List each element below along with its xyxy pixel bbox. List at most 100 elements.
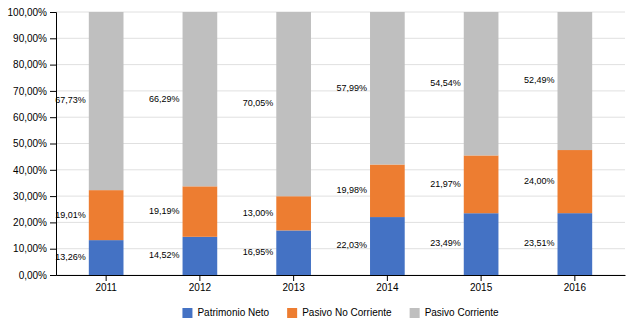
grid-line bbox=[56, 196, 625, 197]
legend-label: Pasivo No Corriente bbox=[302, 307, 392, 318]
x-tick-mark bbox=[387, 275, 388, 281]
y-tick: 40,00% bbox=[13, 165, 56, 176]
legend-swatch bbox=[287, 308, 297, 318]
y-tick-label: 70,00% bbox=[13, 86, 47, 97]
data-labels: 13,26%14,52%16,95%22,03%23,49%23,51%19,0… bbox=[55, 75, 554, 262]
y-tick-mark bbox=[50, 65, 56, 66]
data-label: 52,49% bbox=[524, 75, 555, 85]
bar bbox=[276, 196, 311, 230]
y-tick-mark bbox=[50, 12, 56, 13]
legend-item: Pasivo Corriente bbox=[410, 307, 499, 318]
x-tick: 2012 bbox=[189, 275, 212, 293]
data-label: 19,01% bbox=[55, 210, 86, 220]
bar bbox=[558, 150, 593, 213]
x-axis-line bbox=[57, 275, 626, 276]
x-tick-mark bbox=[481, 275, 482, 281]
grid-line bbox=[56, 143, 625, 144]
bar bbox=[558, 12, 593, 150]
bar bbox=[370, 217, 405, 275]
x-tick-mark bbox=[574, 275, 575, 281]
grid-line bbox=[56, 275, 625, 276]
y-tick-label: 50,00% bbox=[13, 138, 47, 149]
bar bbox=[276, 12, 311, 196]
bar bbox=[464, 155, 499, 213]
y-tick-mark bbox=[50, 91, 56, 92]
y-axis: 0,00%10,00%20,00%30,00%40,00%50,00%60,00… bbox=[8, 7, 57, 281]
grid bbox=[56, 12, 625, 275]
bar bbox=[183, 12, 218, 186]
data-label: 19,98% bbox=[336, 185, 367, 195]
bar bbox=[89, 190, 124, 240]
data-label: 13,26% bbox=[55, 252, 86, 262]
y-tick: 10,00% bbox=[13, 243, 56, 254]
bar bbox=[183, 237, 218, 275]
y-tick-label: 30,00% bbox=[13, 191, 47, 202]
y-tick: 70,00% bbox=[13, 86, 56, 97]
data-label: 24,00% bbox=[524, 176, 555, 186]
bar bbox=[89, 12, 124, 190]
y-tick-label: 60,00% bbox=[13, 112, 47, 123]
legend-item: Patrimonio Neto bbox=[182, 307, 269, 318]
grid-line bbox=[56, 169, 625, 170]
x-tick-mark bbox=[106, 275, 107, 281]
x-tick: 2013 bbox=[283, 275, 306, 293]
y-tick-label: 80,00% bbox=[13, 59, 47, 70]
x-tick-label: 2014 bbox=[376, 282, 399, 293]
y-tick-label: 20,00% bbox=[13, 217, 47, 228]
legend-item: Pasivo No Corriente bbox=[287, 307, 392, 318]
y-tick-mark bbox=[50, 170, 56, 171]
data-label: 19,19% bbox=[149, 206, 180, 216]
grid-line bbox=[56, 12, 625, 13]
data-label: 21,97% bbox=[430, 179, 461, 189]
y-tick-mark bbox=[50, 249, 56, 250]
x-tick-label: 2011 bbox=[95, 282, 117, 293]
x-tick: 2014 bbox=[376, 275, 399, 293]
data-label: 13,00% bbox=[243, 208, 274, 218]
x-tick: 2011 bbox=[95, 275, 117, 293]
series bbox=[89, 213, 592, 275]
grid-line bbox=[56, 38, 625, 39]
x-axis: 2011 2012 2013 2014 2015 2016 bbox=[57, 275, 626, 293]
legend-swatch bbox=[182, 308, 192, 318]
x-tick-label: 2015 bbox=[470, 282, 493, 293]
chart: 0,00%10,00%20,00%30,00%40,00%50,00%60,00… bbox=[0, 0, 639, 327]
legend-label: Patrimonio Neto bbox=[197, 307, 269, 318]
y-tick: 20,00% bbox=[13, 217, 56, 228]
y-tick-mark bbox=[50, 275, 56, 276]
y-tick: 90,00% bbox=[13, 33, 56, 44]
y-tick: 50,00% bbox=[13, 138, 56, 149]
bar bbox=[370, 165, 405, 218]
bar bbox=[464, 213, 499, 275]
x-tick-mark bbox=[293, 275, 294, 281]
legend-label: Pasivo Corriente bbox=[425, 307, 499, 318]
series bbox=[89, 12, 592, 196]
bar bbox=[89, 240, 124, 275]
data-label: 22,03% bbox=[336, 240, 367, 250]
y-tick: 100,00% bbox=[8, 7, 56, 18]
y-tick-label: 40,00% bbox=[13, 165, 47, 176]
bars bbox=[89, 12, 592, 275]
x-tick: 2016 bbox=[564, 275, 587, 293]
bar bbox=[464, 12, 499, 155]
data-label: 70,05% bbox=[243, 98, 274, 108]
y-tick-label: 100,00% bbox=[8, 7, 48, 18]
x-tick-label: 2012 bbox=[189, 282, 212, 293]
data-label: 23,51% bbox=[524, 238, 555, 248]
data-label: 66,29% bbox=[149, 94, 180, 104]
x-tick-mark bbox=[199, 275, 200, 281]
plot: 0,00%10,00%20,00%30,00%40,00%50,00%60,00… bbox=[8, 7, 626, 293]
data-label: 23,49% bbox=[430, 238, 461, 248]
y-tick-mark bbox=[50, 196, 56, 197]
data-label: 67,73% bbox=[55, 95, 86, 105]
legend-swatch bbox=[410, 308, 420, 318]
y-tick: 30,00% bbox=[13, 191, 56, 202]
y-tick-mark bbox=[50, 38, 56, 39]
y-tick-mark bbox=[50, 144, 56, 145]
data-label: 16,95% bbox=[243, 247, 274, 257]
y-tick-mark bbox=[50, 222, 56, 223]
y-axis-line bbox=[50, 13, 57, 276]
bar bbox=[183, 186, 218, 236]
legend: Patrimonio Neto Pasivo No Corriente Pasivo… bbox=[182, 307, 499, 318]
y-tick-label: 90,00% bbox=[13, 33, 47, 44]
data-label: 57,99% bbox=[336, 83, 367, 93]
